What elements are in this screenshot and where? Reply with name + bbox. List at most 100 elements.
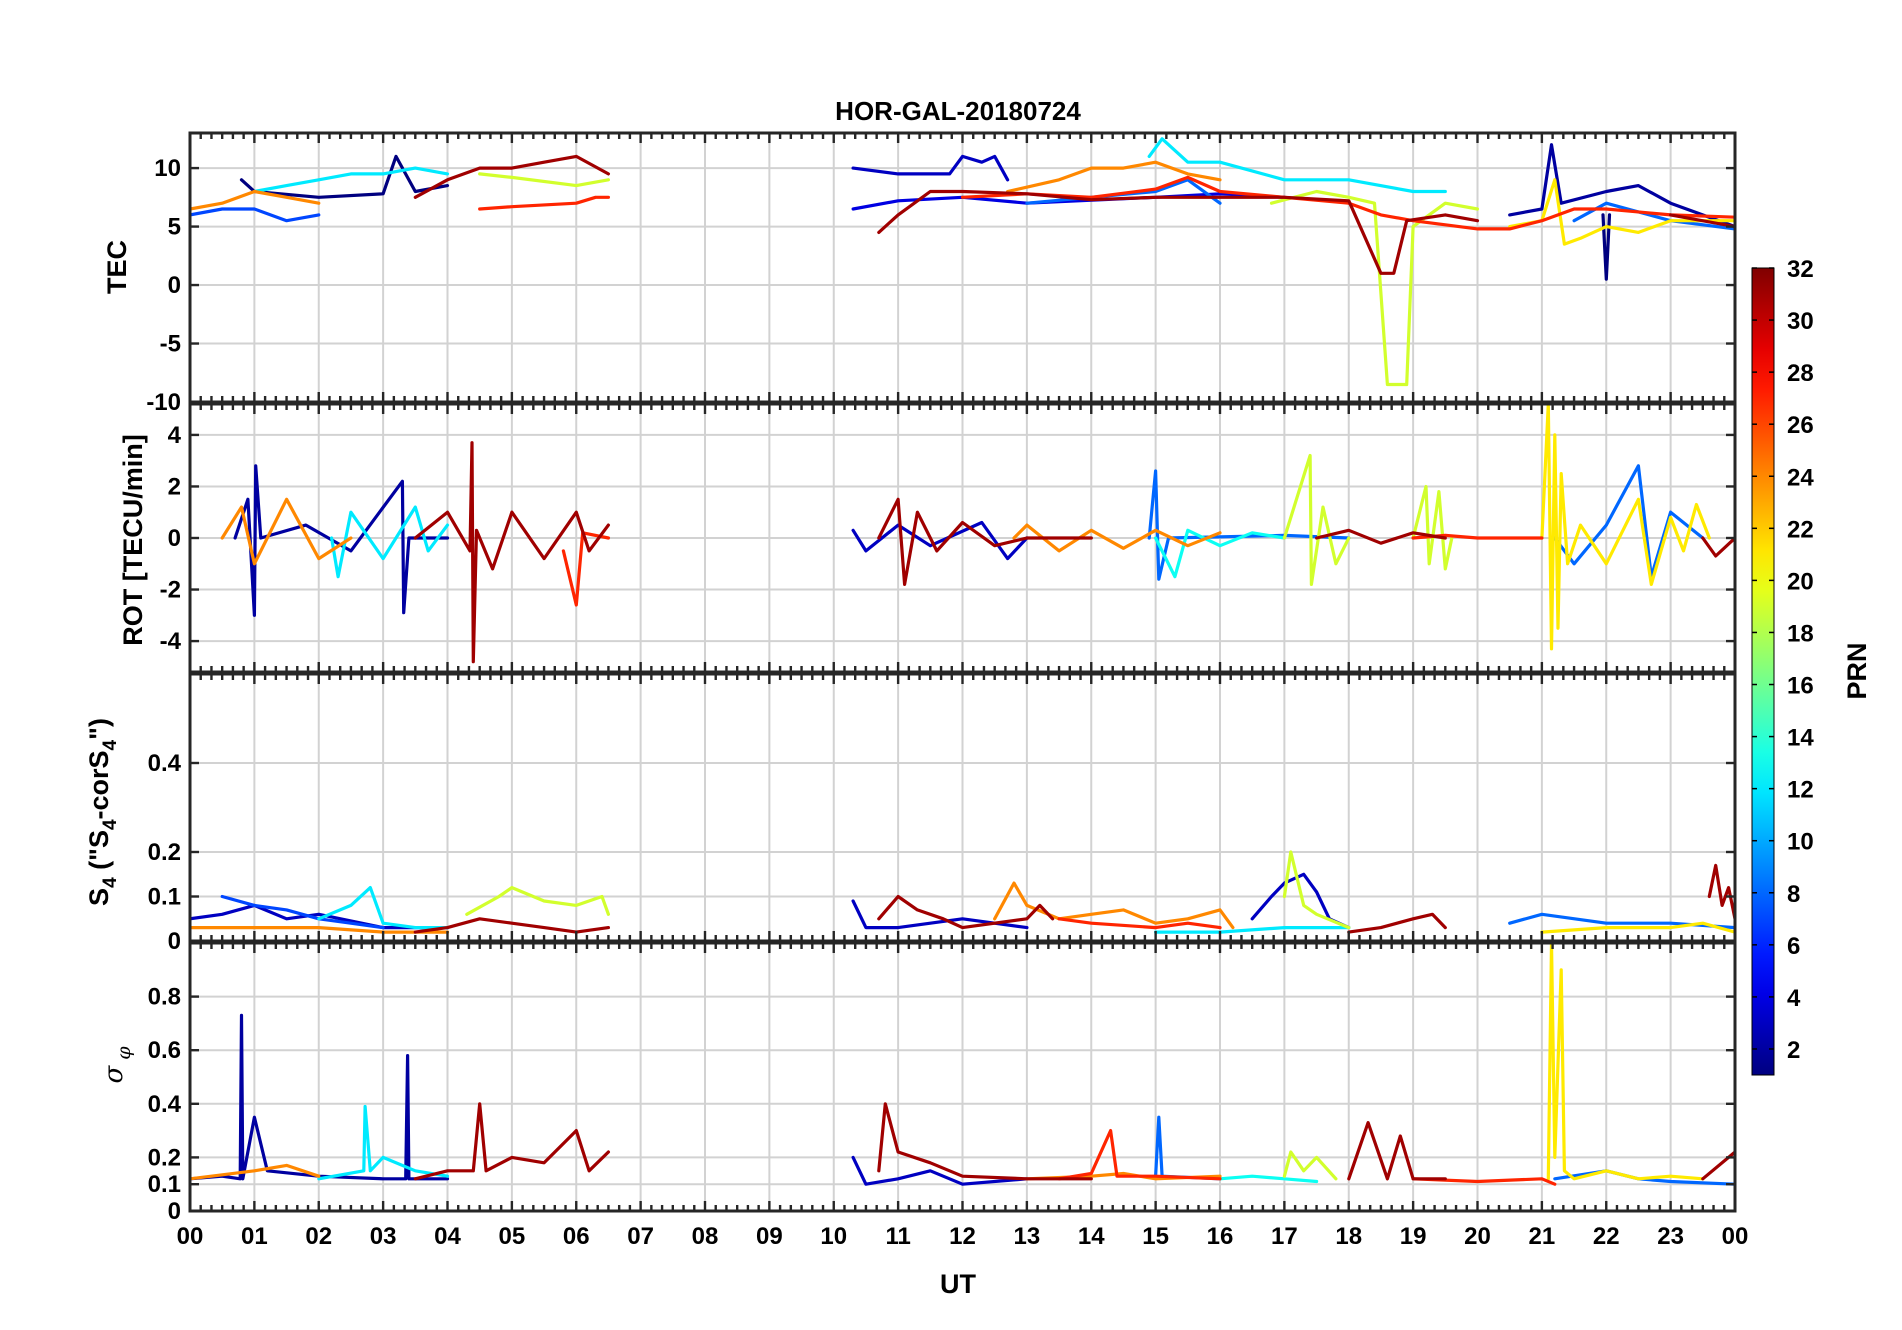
tec-panel: 10 5 0 -5 -10 TEC xyxy=(102,131,1737,416)
series-line-prn-24 xyxy=(1012,523,1222,553)
s4-y-label: S4 ("S4-corS4") xyxy=(84,718,121,906)
series-line-prn-31 xyxy=(413,154,611,199)
series-line-prn-12 xyxy=(252,166,450,194)
x-tick-label: 17 xyxy=(1271,1223,1298,1250)
sigma-phi-grid xyxy=(190,943,1735,1211)
s4-axes xyxy=(188,672,1737,943)
x-tick-label: 14 xyxy=(1078,1223,1105,1250)
rot-panel: 4 2 0 -2 -4 ROT [TECU/min] xyxy=(118,402,1737,674)
colorbar-label: PRN xyxy=(1842,642,1872,699)
series-line-prn-31 xyxy=(877,894,1055,930)
series-line-prn-13 xyxy=(1218,1174,1319,1184)
series-line-prn-31 xyxy=(413,441,611,664)
y-tick-label: 0 xyxy=(168,525,181,552)
y-tick-label: 0 xyxy=(168,928,181,955)
series-line-prn-2 xyxy=(233,464,450,617)
x-tick-label: 07 xyxy=(627,1223,654,1250)
series-line-prn-21 xyxy=(1540,921,1735,934)
series-line-prn-31 xyxy=(877,189,1480,275)
rot-axes xyxy=(188,402,1737,674)
series-line-prn-19 xyxy=(1282,850,1351,930)
s4-series xyxy=(190,850,1735,934)
y-tick-label: 0.6 xyxy=(148,1037,181,1064)
y-tick-label: 0.4 xyxy=(148,750,182,777)
y-tick-label: 4 xyxy=(168,422,182,449)
s4-y-label-sub3: 4 xyxy=(100,739,121,750)
s4-y-label-cor: -corS xyxy=(84,750,114,819)
series-line-prn-31 xyxy=(877,1102,1093,1181)
rot-series xyxy=(220,404,1735,664)
x-tick-label: 01 xyxy=(241,1223,268,1250)
y-tick-label: 2 xyxy=(168,473,181,500)
series-line-prn-3 xyxy=(851,1155,1029,1186)
y-tick-label: 0.2 xyxy=(148,1144,181,1171)
series-line-prn-19 xyxy=(1282,1150,1338,1181)
colorbar-tick-label: 26 xyxy=(1787,412,1814,439)
y-tick-label: -10 xyxy=(146,389,181,416)
y-tick-label: 5 xyxy=(168,214,181,241)
series-line-prn-31 xyxy=(413,1102,611,1181)
x-tick-label: 08 xyxy=(692,1223,719,1250)
series-line-prn-31 xyxy=(1347,1120,1447,1181)
x-tick-labels: 00 01 02 03 04 05 06 07 08 09 10 11 12 13 14 15 16 17 18 19… xyxy=(177,1223,1749,1250)
series-line-prn-24 xyxy=(220,497,353,566)
x-axis-label: UT xyxy=(940,1269,976,1299)
tec-y-label: TEC xyxy=(102,240,132,294)
colorbar-tick-label: 24 xyxy=(1787,464,1814,491)
x-tick-label: 20 xyxy=(1464,1223,1491,1250)
x-tick-label: 22 xyxy=(1593,1223,1620,1250)
s4-y-label-end: ") xyxy=(84,718,114,740)
sigma-phi-panel: 0.80.60.40.20.10 σ φ xyxy=(99,941,1737,1225)
series-line-prn-27 xyxy=(478,195,611,211)
series-line-prn-3 xyxy=(851,899,1029,930)
series-line-prn-27 xyxy=(1057,917,1222,930)
series-line-prn-21 xyxy=(1546,943,1705,1181)
s4-y-ticks: 0.4 0.2 0.1 0 xyxy=(148,750,182,955)
series-line-prn-19 xyxy=(465,885,611,916)
series-line-prn-31 xyxy=(877,497,1093,587)
sigma-phi-series xyxy=(190,943,1735,1186)
series-line-prn-21 xyxy=(1540,404,1711,651)
colorbar-tick-label: 28 xyxy=(1787,360,1814,387)
y-tick-label: 0.4 xyxy=(148,1091,182,1118)
y-tick-label: 0.2 xyxy=(148,839,181,866)
y-tick-label: 10 xyxy=(154,155,181,182)
tec-axes xyxy=(188,131,1737,404)
series-line-prn-24 xyxy=(190,925,450,934)
colorbar-tick-label: 10 xyxy=(1787,829,1814,856)
series-line-prn-24 xyxy=(993,881,1235,930)
chart-title: HOR-GAL-20180724 xyxy=(835,96,1081,126)
s4-y-label-s: S xyxy=(84,888,114,906)
s4-y-label-sub1: 4 xyxy=(100,877,121,888)
series-line-prn-19 xyxy=(478,172,611,188)
series-line-prn-19 xyxy=(1411,484,1454,571)
y-tick-label: 0.8 xyxy=(148,984,181,1011)
series-line-prn-27 xyxy=(1057,1128,1222,1181)
x-tick-label: 16 xyxy=(1207,1223,1234,1250)
series-line-prn-24 xyxy=(190,189,321,211)
colorbar-tick-label: 16 xyxy=(1787,673,1814,700)
s4-panel: 0.40.20.10 S4 ("S4-corS4") xyxy=(84,672,1737,955)
y-tick-label: 0 xyxy=(168,1198,181,1225)
x-tick-label: 21 xyxy=(1529,1223,1556,1250)
series-line-prn-19 xyxy=(1269,189,1480,387)
s4-y-label-sub2: 4 xyxy=(100,819,121,830)
colorbar-tick-label: 2 xyxy=(1787,1037,1800,1064)
series-line-prn-2 xyxy=(1508,143,1735,229)
x-tick-label: 09 xyxy=(756,1223,783,1250)
colorbar-tick-label: 12 xyxy=(1787,777,1814,804)
series-line-prn-31 xyxy=(1314,528,1447,545)
x-tick-label: 10 xyxy=(820,1223,847,1250)
colorbar-scale xyxy=(1751,267,1775,1076)
y-tick-label: 0.1 xyxy=(148,1171,181,1198)
y-tick-label: -4 xyxy=(160,628,182,655)
series-line-prn-2 xyxy=(190,1013,450,1181)
colorbar-tick-label: 8 xyxy=(1787,881,1800,908)
series-line-prn-7 xyxy=(190,207,321,223)
colorbar-tick-label: 30 xyxy=(1787,308,1814,335)
sigma-phi-y-ticks: 0.8 0.6 0.4 0.20.10 xyxy=(148,984,182,1225)
sigma-phi-y-label-sub: φ xyxy=(113,1046,135,1066)
colorbar-tick-label: 6 xyxy=(1787,933,1800,960)
colorbar-tick-label: 20 xyxy=(1787,568,1814,595)
series-line-prn-8 xyxy=(1147,469,1351,581)
